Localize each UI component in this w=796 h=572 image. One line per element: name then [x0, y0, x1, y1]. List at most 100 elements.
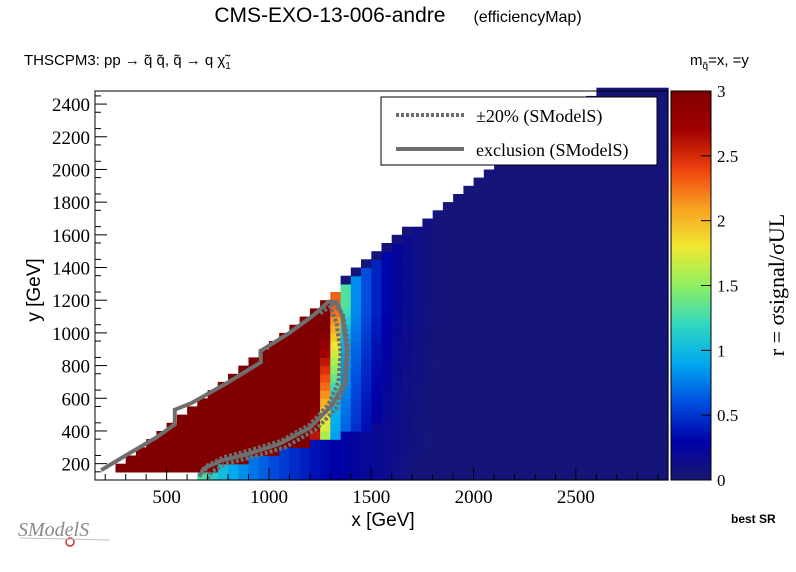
heatmap-cell	[616, 365, 628, 375]
heatmap-cell	[555, 177, 567, 187]
heatmap-cell	[514, 332, 526, 342]
heatmap-cell	[453, 381, 464, 391]
heatmap-cell	[442, 341, 454, 350]
heatmap-cell	[166, 439, 178, 448]
heatmap-cell	[565, 300, 577, 309]
heatmap-cell	[606, 194, 618, 203]
heatmap-cell	[606, 349, 618, 358]
heatmap-cell	[463, 381, 475, 391]
heatmap-cell	[258, 463, 270, 473]
heatmap-cell	[596, 169, 608, 179]
heatmap-cell	[361, 373, 372, 383]
x-tick-label: 500	[152, 487, 181, 508]
heatmap-cell	[402, 414, 413, 424]
heatmap-cell	[606, 381, 618, 391]
logo-ring-icon	[65, 537, 75, 547]
heatmap-cell	[432, 283, 444, 293]
heatmap-cell	[361, 381, 372, 391]
heatmap-cell	[657, 136, 669, 146]
heatmap-cell	[442, 210, 454, 220]
heatmap-cell	[473, 439, 485, 448]
heatmap-cell	[524, 210, 536, 220]
heatmap-cell	[545, 439, 556, 448]
heatmap-cell	[197, 431, 209, 440]
heatmap-cell	[616, 324, 628, 334]
heatmap-cell	[586, 169, 597, 179]
legend-label-plus20: ±20% (SModelS)	[476, 106, 602, 127]
heatmap-cell	[535, 177, 546, 187]
heatmap-cell	[371, 439, 383, 448]
heatmap-cell	[268, 349, 280, 358]
heatmap-cell	[514, 439, 526, 448]
heatmap-cell	[391, 259, 403, 269]
heatmap-cell	[463, 259, 475, 269]
heatmap-cell	[504, 308, 516, 318]
heatmap-cell	[320, 447, 331, 457]
heatmap-cell	[494, 210, 505, 220]
heatmap-cell	[657, 332, 669, 342]
heatmap-cell	[309, 390, 321, 399]
heatmap-cell	[504, 218, 516, 228]
heatmap-cell	[575, 406, 587, 416]
heatmap-cell	[606, 373, 618, 383]
heatmap-cell	[637, 455, 649, 465]
heatmap-cell	[238, 439, 250, 448]
heatmap-cell	[412, 390, 423, 399]
heatmap-cell	[391, 398, 403, 408]
heatmap-cell	[391, 463, 403, 473]
heatmap-cell	[586, 210, 597, 220]
heatmap-cell	[657, 185, 669, 195]
heatmap-cell	[248, 455, 260, 465]
heatmap-cell	[268, 341, 280, 350]
heatmap-cell	[627, 463, 638, 473]
heatmap-cell	[494, 243, 505, 252]
heatmap-cell	[637, 422, 649, 432]
heatmap-cell	[371, 447, 383, 457]
heatmap-cell	[432, 275, 444, 285]
heatmap-cell	[657, 463, 669, 473]
heatmap-cell	[514, 308, 526, 318]
heatmap-cell	[381, 292, 393, 301]
heatmap-cell	[596, 341, 608, 350]
heatmap-cell	[483, 365, 495, 375]
heatmap-cell	[381, 349, 393, 358]
heatmap-cell	[504, 226, 516, 236]
heatmap-cell	[514, 259, 526, 269]
heatmap-cell	[361, 365, 372, 375]
heatmap-cell	[207, 455, 219, 465]
heatmap-cell	[228, 463, 239, 473]
legend-label-exclusion: exclusion (SModelS)	[476, 140, 629, 161]
heatmap-cell	[637, 447, 649, 457]
heatmap-cell	[627, 234, 638, 244]
y-tick-label: 400	[62, 422, 91, 443]
heatmap-cell	[555, 218, 567, 228]
heatmap-cell	[330, 308, 342, 318]
heatmap-cell	[391, 324, 403, 334]
heatmap-cell	[637, 332, 649, 342]
heatmap-cell	[228, 406, 239, 416]
heatmap-cell	[565, 161, 577, 171]
heatmap-cell	[391, 349, 403, 358]
heatmap-cell	[483, 373, 495, 383]
heatmap-cell	[504, 234, 516, 244]
heatmap-cell	[627, 390, 638, 399]
heatmap-cell	[596, 87, 608, 97]
heatmap-cell	[258, 422, 270, 432]
heatmap-cell	[442, 439, 454, 448]
heatmap-cell	[217, 414, 229, 424]
heatmap-cell	[606, 414, 618, 424]
heatmap-cell	[176, 447, 188, 457]
y-tick-label: 600	[62, 389, 91, 410]
heatmap-cell	[422, 381, 434, 391]
heatmap-cell	[330, 447, 342, 457]
heatmap-cell	[176, 422, 188, 432]
heatmap-cell	[647, 185, 659, 195]
heatmap-cell	[258, 373, 270, 383]
heatmap-cell	[616, 316, 628, 326]
heatmap-cell	[279, 463, 290, 473]
heatmap-cell	[524, 324, 536, 334]
heatmap-cell	[207, 463, 219, 473]
heatmap-cell	[279, 373, 290, 383]
heatmap-cell	[575, 357, 587, 367]
heatmap-cell	[637, 275, 649, 285]
